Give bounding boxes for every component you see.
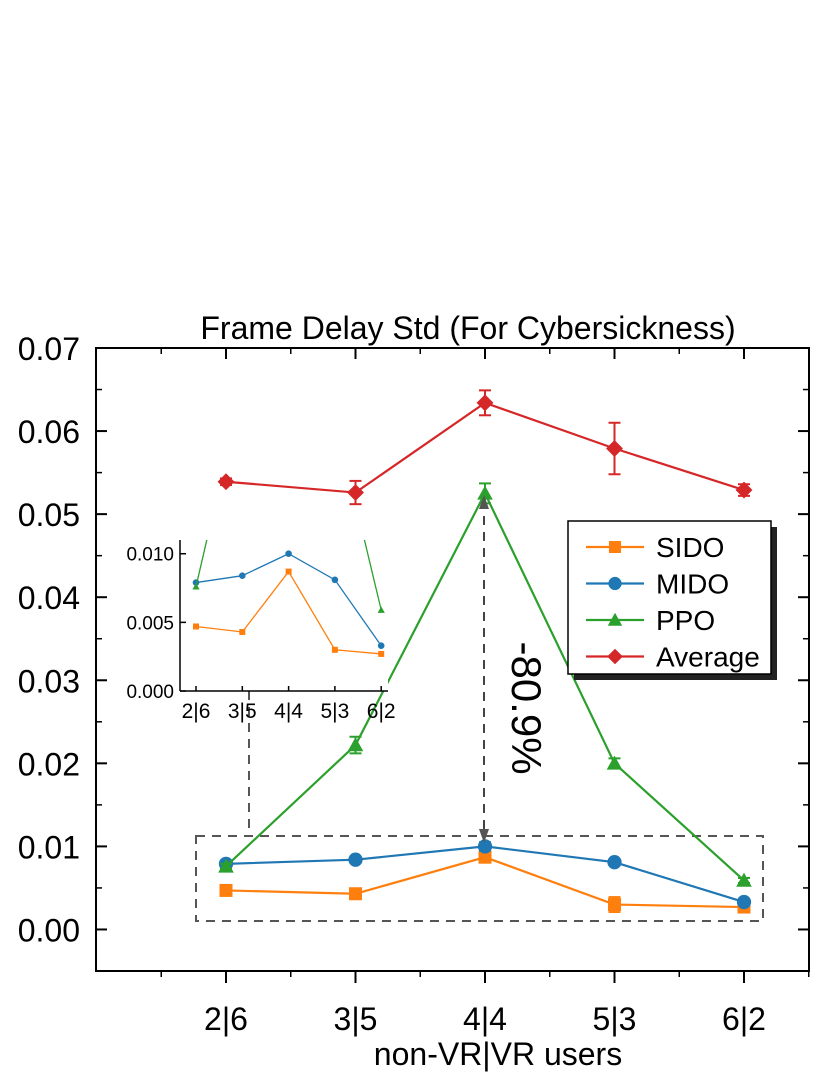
inset-point-mido [239,572,246,579]
inset-x-tick-label: 3|5 [228,700,257,723]
x-tick-label: 5|3 [593,1001,637,1037]
series-line-sido [225,856,745,909]
legend-marker-average [607,648,623,665]
inset-point-sido [331,646,338,653]
legend-item-mido: MIDO [586,569,729,600]
data-point-mido [607,855,622,870]
data-point-ppo [606,755,623,770]
x-axis-ticks: 2|6 3|5 4|4 5|3 6|2 [160,348,810,1037]
chart-title: Frame Delay Std (For Cybersickness) [200,310,735,346]
data-point-sido [219,883,233,897]
inset-x-tick-label: 6|2 [367,700,396,723]
data-point-average [735,481,753,499]
data-point-average [217,473,235,491]
x-tick-label: 2|6 [204,1001,248,1037]
inset-point-mido [285,550,292,558]
inset-ticks: 0.000 0.005 0.010 2|6 3|5 4|4 5|3 6|2 [126,545,395,723]
inset-series-sido [193,568,385,657]
x-tick-label: 3|5 [334,1001,378,1037]
data-point-ppo [218,858,234,873]
data-point-average [476,394,494,412]
legend-items: SIDO MIDO PPO Average [586,532,760,673]
legend-item-average: Average [586,642,760,673]
inset-point-mido [377,642,385,649]
y-tick-label: 0.00 [18,912,80,948]
plot-area-frame [95,347,810,972]
legend-label-sido: SIDO [656,532,724,563]
annotation-arrow-head-bottom [479,829,489,843]
inset-point-ppo [377,606,385,613]
inset-series-layer [192,383,385,657]
inset-point-ppo [331,413,338,419]
data-point-mido [348,852,363,867]
inset-point-mido [331,576,339,584]
x-axis-title: non-VR|VR users [374,1036,622,1072]
data-point-mido [736,894,752,910]
y-tick-label: 0.07 [18,331,80,367]
inset-y-tick-label: 0.000 [126,682,174,703]
data-point-ppo [347,737,364,752]
inset-point-ppo [239,383,246,389]
legend-marker-sido [609,541,621,553]
inset-x-tick-label: 2|6 [182,700,211,723]
reduction-annotation: -80.9% [503,641,550,774]
inset-point-sido [239,628,246,635]
y-tick-label: 0.03 [18,663,80,699]
annotation-arrow-head-top [479,495,489,509]
y-tick-label: 0.02 [18,746,80,782]
data-point-ppo [736,872,752,887]
inset-line-ppo [195,540,382,611]
data-point-ppo [477,485,493,500]
series-average [217,389,753,506]
y-axis-ticks: 0.00 0.01 0.02 0.03 0.04 0.05 0.06 0.07 [18,331,809,972]
y-tick-label: 0.01 [18,829,80,865]
zoom-region-box [195,835,764,922]
inset-series-mido [192,550,385,649]
series-mido [218,839,752,910]
legend-marker-ppo [607,612,623,626]
legend-item-ppo: PPO [586,605,715,636]
inset-x-tick-label: 5|3 [320,700,349,723]
legend-label-average: Average [656,642,760,673]
y-tick-label: 0.06 [18,414,80,450]
inset-series-ppo [192,383,385,613]
inset-point-sido [378,650,385,657]
x-tick-label: 4|4 [463,1001,507,1037]
series-sido [219,850,751,914]
legend: SIDO MIDO PPO Average [567,520,777,680]
series-ppo [218,482,752,887]
data-point-mido [477,839,493,854]
inset-x-tick-label: 4|4 [274,700,303,723]
data-point-sido [349,887,362,901]
y-tick-label: 0.05 [18,497,80,533]
legend-item-sido: SIDO [586,532,724,563]
inset-y-tick-label: 0.005 [126,613,174,634]
data-point-average [347,484,364,501]
inset-y-tick-label: 0.010 [126,545,174,566]
legend-label-mido: MIDO [656,569,729,600]
y-tick-label: 0.04 [18,580,80,616]
inset-chart: 0.000 0.005 0.010 2|6 3|5 4|4 5|3 6|2 [126,383,396,723]
data-point-average [606,440,623,457]
legend-marker-mido [608,576,622,591]
inset-point-sido [193,623,199,630]
series-layer [217,389,753,914]
inset-point-ppo [192,583,200,590]
data-point-sido [478,850,492,864]
inset-point-sido [285,568,292,575]
data-point-sido [608,898,621,912]
legend-label-ppo: PPO [656,605,715,636]
x-tick-label: 6|2 [722,1001,766,1037]
inset-background [180,540,388,691]
